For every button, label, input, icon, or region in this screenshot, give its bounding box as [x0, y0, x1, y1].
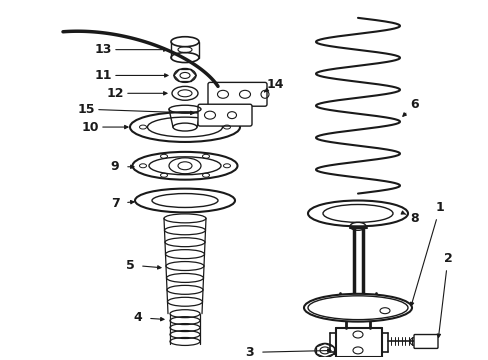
Text: 5: 5 — [125, 258, 134, 271]
Text: 9: 9 — [110, 160, 119, 173]
FancyBboxPatch shape — [207, 82, 266, 106]
Text: 1: 1 — [435, 201, 444, 214]
Text: 15: 15 — [77, 103, 95, 116]
Ellipse shape — [304, 294, 411, 321]
Text: 10: 10 — [81, 121, 99, 134]
Text: 7: 7 — [110, 197, 119, 210]
Text: 11: 11 — [94, 69, 112, 82]
FancyBboxPatch shape — [198, 104, 251, 126]
Text: 6: 6 — [410, 98, 418, 111]
Text: 4: 4 — [133, 311, 142, 324]
Text: 2: 2 — [443, 252, 451, 265]
FancyBboxPatch shape — [413, 334, 437, 348]
Text: 3: 3 — [245, 346, 254, 359]
Text: 12: 12 — [106, 87, 123, 100]
Text: 14: 14 — [265, 78, 283, 91]
Text: 13: 13 — [94, 43, 111, 56]
Text: 8: 8 — [410, 212, 418, 225]
